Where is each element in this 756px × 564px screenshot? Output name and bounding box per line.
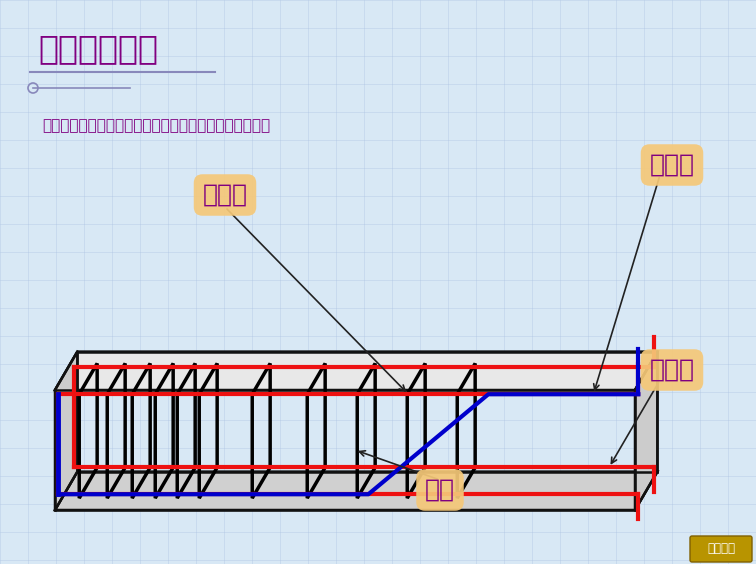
FancyBboxPatch shape [690,536,752,562]
Text: 钢筋混凝土梁一般采用立面图和断面图表示钢筋配置情况: 钢筋混凝土梁一般采用立面图和断面图表示钢筋配置情况 [42,118,270,133]
Polygon shape [55,472,658,510]
Text: 受力筋: 受力筋 [649,358,695,382]
Polygon shape [55,351,77,510]
Text: 钢筋混凝土梁: 钢筋混凝土梁 [38,32,158,65]
Text: 弯起筋: 弯起筋 [649,153,695,177]
Text: 返回目录: 返回目录 [707,543,735,556]
Polygon shape [635,351,658,510]
Text: 架立筋: 架立筋 [203,183,247,207]
Text: 箍筋: 箍筋 [425,478,455,502]
Polygon shape [55,351,658,390]
